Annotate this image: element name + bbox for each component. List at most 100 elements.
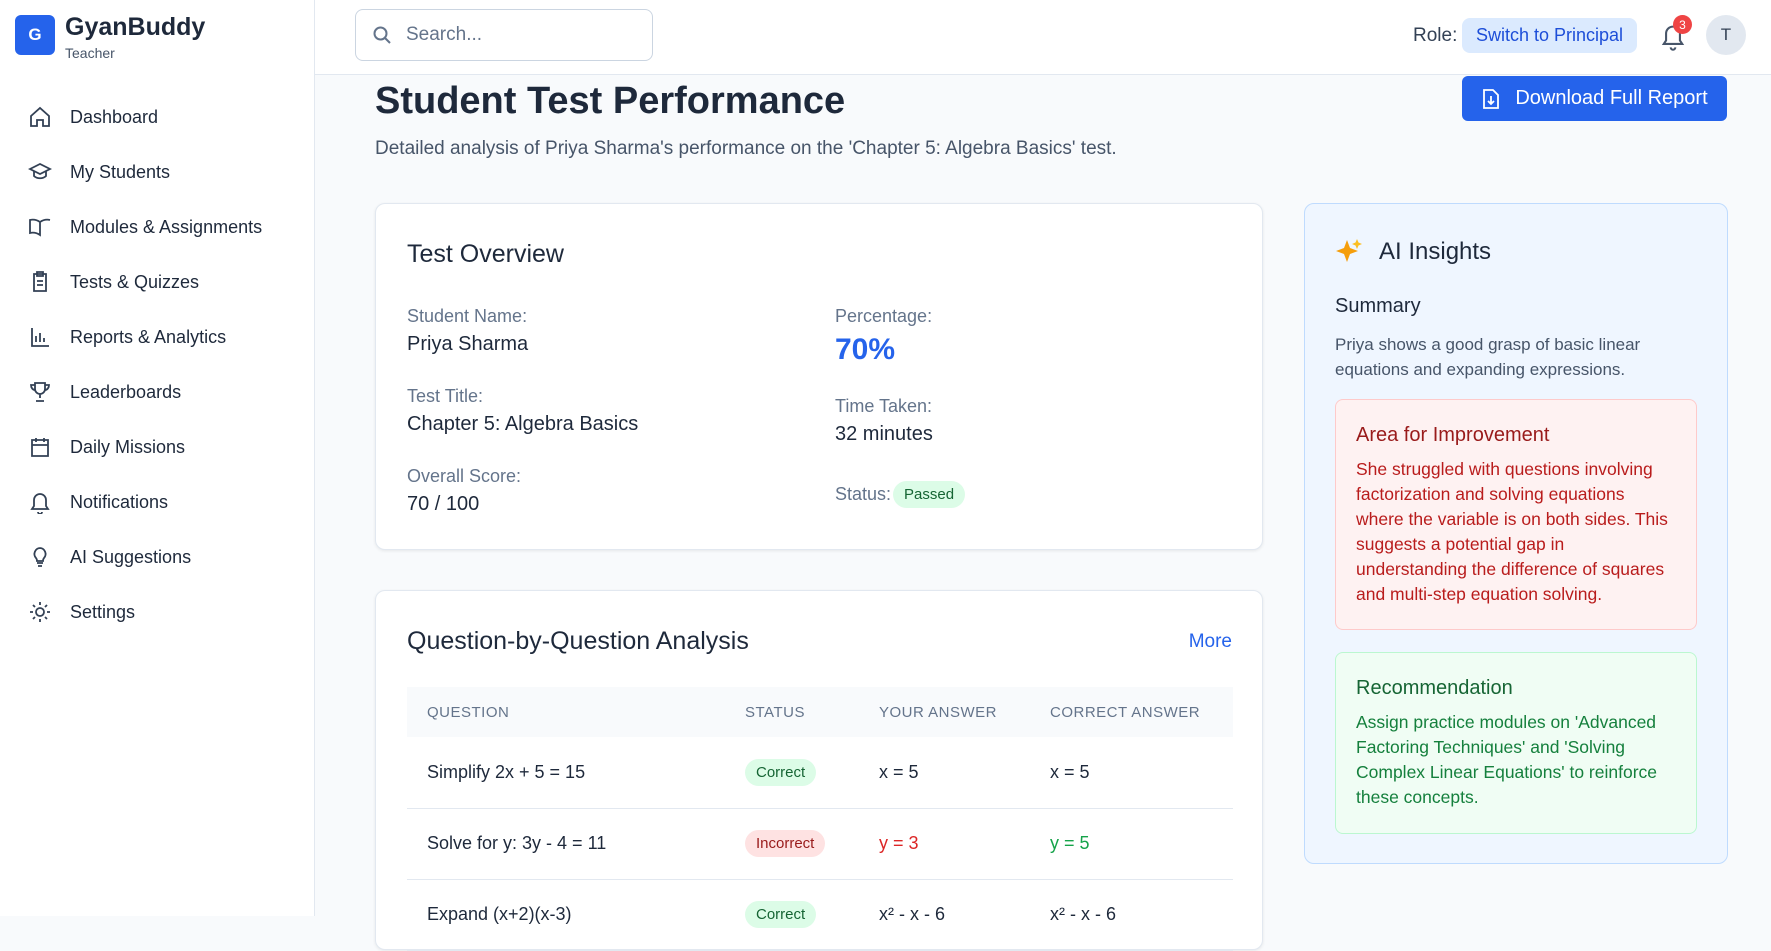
ai-insights-card: AI Insights Summary Priya shows a good g… — [1304, 203, 1728, 864]
insights-title: AI Insights — [1379, 238, 1492, 265]
nav-label: Tests & Quizzes — [70, 271, 200, 292]
decoration — [31, 438, 49, 457]
nav-label: Daily Missions — [70, 436, 186, 457]
table-header: QUESTION STATUS YOUR ANSWER CORRECT ANSWER — [407, 687, 1233, 737]
field: Percentage: 70% — [835, 306, 965, 396]
field: Time Taken: 32 minutes — [835, 396, 965, 476]
nav-label: Reports & Analytics — [70, 326, 227, 347]
card-title: Question-by-Question Analysis — [407, 627, 749, 655]
logo: G — [15, 15, 55, 55]
field-label: Overall Score: — [407, 466, 522, 486]
nav-icon — [33, 547, 47, 567]
page-title: Student Test Performance — [375, 80, 846, 122]
nav-item[interactable]: My Students — [28, 152, 170, 192]
correct-answer: x² - x - 6 — [1030, 879, 1233, 951]
decoration — [31, 328, 49, 347]
nav-icon — [31, 328, 49, 347]
decoration — [29, 218, 51, 237]
field: Student Name: Priya Sharma — [407, 306, 638, 386]
column-header: YOUR ANSWER — [859, 687, 1030, 737]
status-pill: Incorrect — [745, 830, 826, 857]
summary-text: Priya shows a good grasp of basic linear… — [1335, 335, 1641, 379]
field: Overall Score: 70 / 100 — [407, 466, 638, 546]
recommendation-title: Recommendation — [1356, 677, 1513, 699]
download-button[interactable]: Download Full Report — [1462, 76, 1727, 121]
more-link[interactable]: More — [1188, 631, 1232, 652]
improvement-text: She struggled with questions involving f… — [1356, 459, 1668, 604]
topbar: Search... Role: Switch to Principal 3 T — [315, 0, 1771, 75]
column-header: CORRECT ANSWER — [1030, 687, 1233, 737]
status-pill: Passed — [893, 480, 966, 508]
nav-label: Dashboard — [70, 106, 159, 127]
recommendation-text: Assign practice modules on 'Advanced Fac… — [1356, 712, 1658, 807]
decoration — [1336, 240, 1358, 262]
field-value: 70 / 100 — [407, 493, 480, 515]
decoration — [30, 602, 50, 622]
card-title: Test Overview — [407, 240, 564, 268]
avatar[interactable]: T — [1706, 15, 1746, 55]
field: Test Title: Chapter 5: Algebra Basics — [407, 386, 638, 466]
nav-item[interactable]: Modules & Assignments — [28, 207, 262, 247]
status-pill: Correct — [745, 901, 817, 928]
nav-icon — [28, 162, 52, 180]
field-label: Student Name: — [407, 306, 528, 326]
nav-label: Notifications — [70, 491, 169, 512]
nav-icon — [29, 218, 51, 237]
nav-label: Leaderboards — [70, 381, 182, 402]
nav-item[interactable]: Leaderboards — [28, 372, 181, 412]
table-row: Expand (x+2)(x-3) Correct x² - x - 6 x² - x… — [407, 879, 1233, 951]
table-cell: Correct — [725, 879, 859, 951]
nav-item[interactable]: Notifications — [28, 482, 168, 522]
decoration: Percentage: 70% Time Taken: 32 minutes Statu… — [835, 306, 966, 512]
nav-item[interactable]: Dashboard — [28, 97, 158, 137]
decoration: Student Name: Priya Sharma Test Title: Chap… — [407, 306, 638, 546]
decoration — [1669, 47, 1677, 51]
decoration — [28, 162, 52, 180]
nav-item[interactable]: Daily Missions — [28, 427, 185, 467]
page-subtitle: Detailed analysis of Priya Sharma's perf… — [375, 138, 1117, 159]
column-header: QUESTION — [407, 687, 725, 737]
decoration — [373, 26, 388, 41]
decoration — [1352, 239, 1362, 249]
decoration: QUESTION STATUS YOUR ANSWER CORRECT ANSWER … — [407, 687, 1233, 951]
switch-role-button[interactable]: Switch to Principal — [1462, 18, 1638, 53]
notification-badge: 3 — [1673, 15, 1692, 34]
search-box[interactable]: Search... — [355, 9, 653, 61]
sidebar: G GyanBuddy Teacher Dashboard My Students… — [0, 0, 315, 916]
nav-icon — [31, 438, 49, 457]
nav-label: AI Suggestions — [70, 546, 192, 567]
search-placeholder: Search... — [406, 24, 483, 45]
correct-answer: x = 5 — [1030, 737, 1233, 809]
correct-answer: y = 5 — [1030, 808, 1233, 880]
role-label: Role: — [1413, 25, 1458, 46]
nav-icon — [30, 106, 50, 127]
nav-item[interactable]: Tests & Quizzes — [28, 262, 199, 302]
field-value: 32 minutes — [835, 423, 933, 445]
decoration — [30, 106, 50, 127]
decoration — [30, 382, 50, 402]
decoration — [1487, 95, 1495, 105]
overview-card: Test Overview Student Name: Priya Sharma T… — [375, 203, 1263, 550]
nav-item[interactable]: Reports & Analytics — [28, 317, 226, 357]
table-cell: Correct — [725, 737, 859, 809]
nav-item[interactable]: AI Suggestions — [28, 537, 191, 577]
brand: GyanBuddy — [65, 13, 206, 41]
field-label: Status: — [835, 483, 892, 504]
nav-label: My Students — [70, 161, 171, 182]
decoration — [1336, 239, 1362, 262]
nav-item[interactable]: Settings — [28, 592, 135, 632]
insights-header: AI Insights — [1335, 238, 1491, 266]
decoration — [30, 493, 50, 514]
field-value: 70% — [835, 333, 896, 366]
nav-icon — [30, 602, 50, 622]
field-label: Test Title: — [407, 386, 484, 406]
decoration — [1483, 88, 1500, 109]
nav-label: Settings — [70, 601, 136, 622]
analysis-table: QUESTION STATUS YOUR ANSWER CORRECT ANSWER … — [407, 687, 1233, 951]
decoration — [373, 26, 391, 44]
status-pill: Correct — [745, 758, 817, 786]
nav-icon — [30, 382, 50, 402]
